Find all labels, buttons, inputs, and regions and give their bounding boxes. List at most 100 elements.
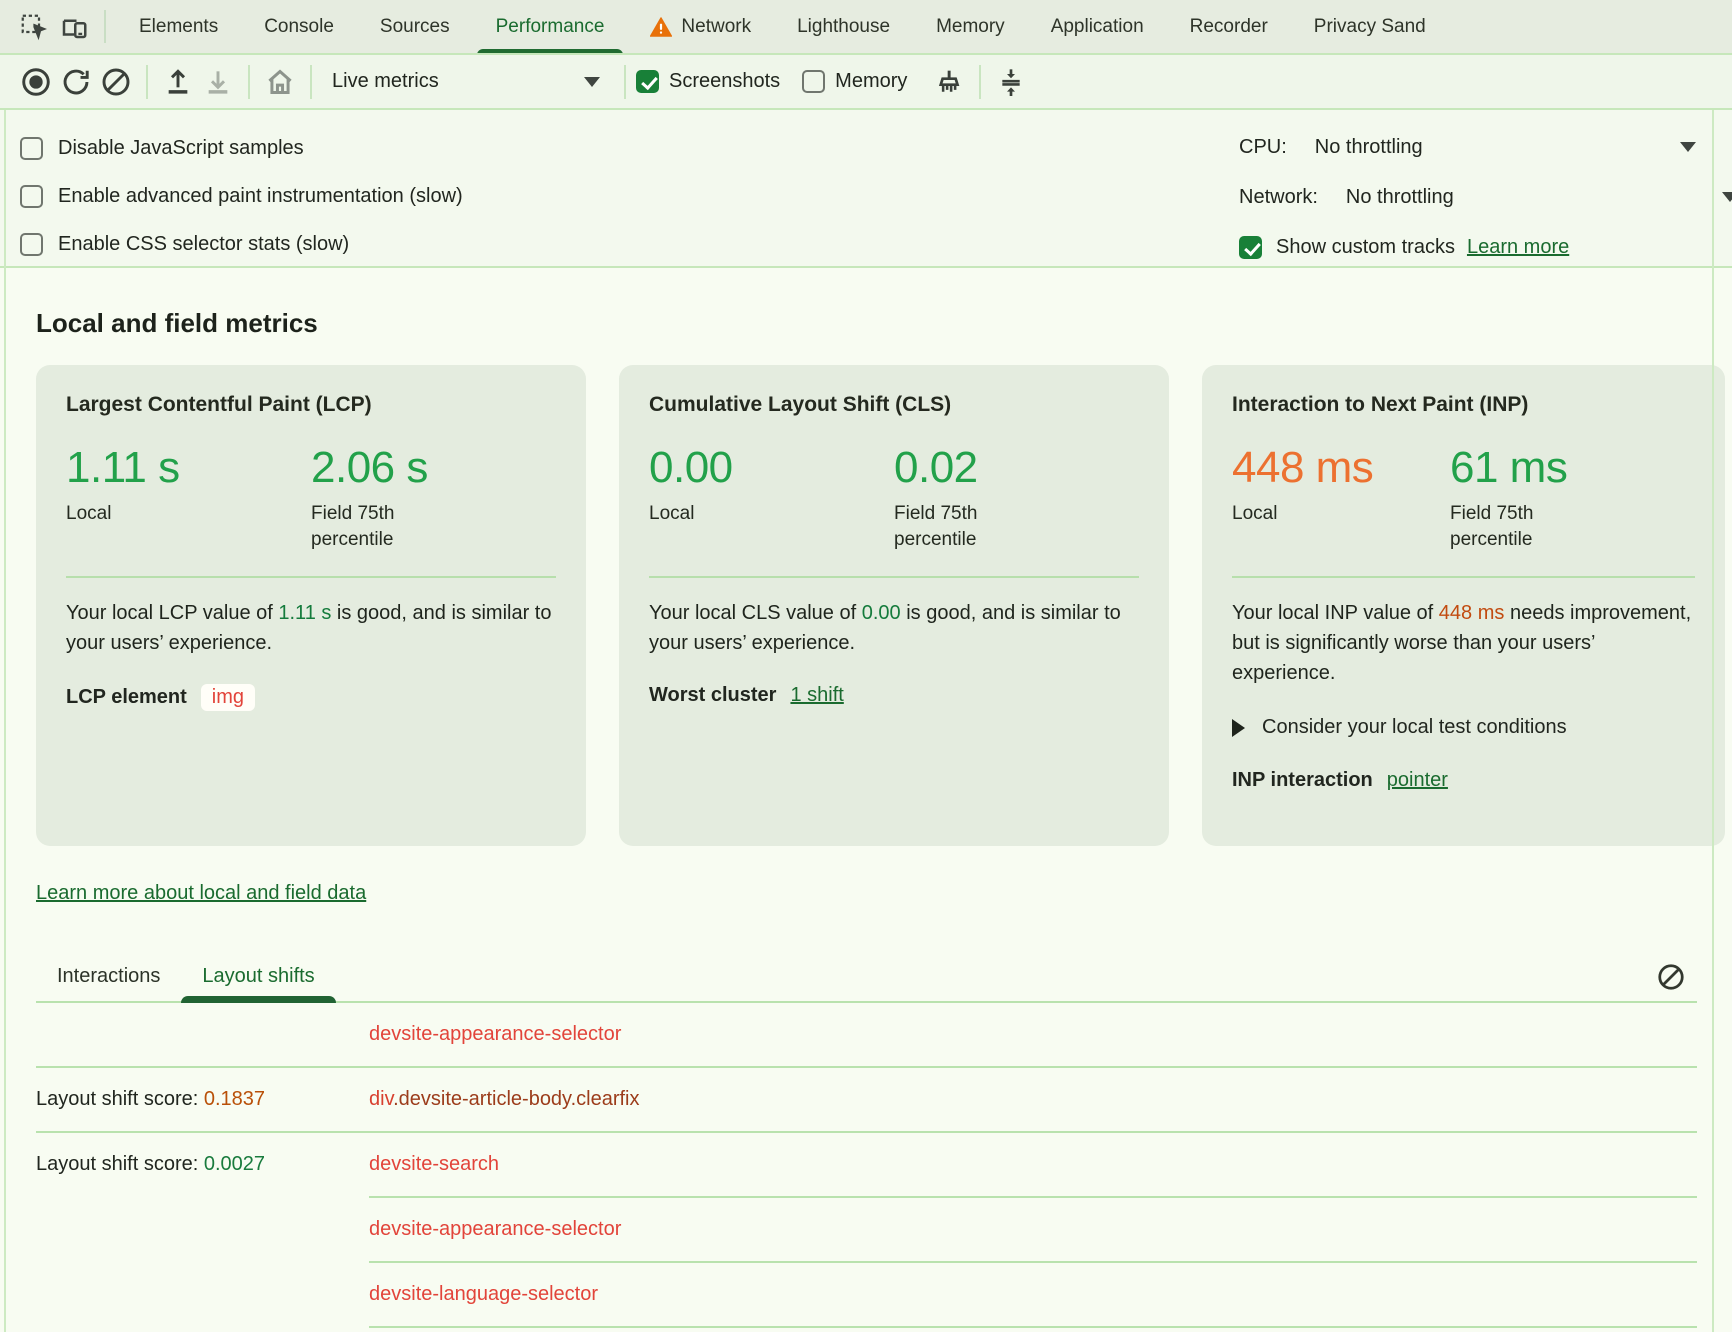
reload-icon <box>60 66 92 98</box>
inp-field-value: 61 ms <box>1450 443 1695 493</box>
card-divider <box>649 576 1139 578</box>
shift-element-link[interactable]: devsite-search <box>369 1153 1697 1176</box>
tab-label: Application <box>1051 16 1144 38</box>
cls-worst-cluster-label: Worst cluster <box>649 684 776 707</box>
screenshots-checkbox[interactable] <box>636 70 659 93</box>
cpu-throttling-select[interactable]: CPU: No throttling <box>1239 122 1732 172</box>
local-test-conditions-label: Consider your local test conditions <box>1262 716 1567 739</box>
tab-label: Memory <box>936 16 1005 38</box>
local-field-data-learn-more-link[interactable]: Learn more about local and field data <box>36 882 366 905</box>
network-throttling-select[interactable]: Network: No throttling <box>1239 172 1732 222</box>
lcp-local-value: 1.11 s <box>66 443 311 493</box>
reload-and-record-button[interactable] <box>56 62 96 102</box>
brush-icon <box>933 66 965 98</box>
layout-shift-row: devsite-appearance-selector <box>36 1198 1697 1261</box>
inspect-element-button[interactable] <box>14 0 54 53</box>
cls-field-label: Field 75th percentile <box>894 501 1034 552</box>
inspect-icon <box>19 12 49 42</box>
clear-log-button[interactable] <box>1651 957 1691 997</box>
screenshots-label: Screenshots <box>669 70 780 93</box>
tab-label: Console <box>264 16 334 38</box>
tab-privacy-sandbox[interactable]: Privacy Sand <box>1291 0 1449 53</box>
lcp-values: 1.11 s Local 2.06 s Field 75th percentil… <box>66 443 556 552</box>
shift-element-link[interactable]: devsite-appearance-selector <box>369 1023 1697 1046</box>
chevron-down-icon <box>1680 142 1696 152</box>
panel-view-dropdown[interactable]: Live metrics <box>322 62 614 102</box>
shift-element-link[interactable]: devsite-appearance-selector <box>369 1218 1697 1241</box>
device-toolbar-button[interactable] <box>54 0 94 53</box>
lcp-local-label: Local <box>66 501 206 527</box>
home-button[interactable] <box>260 62 300 102</box>
inp-description: Your local INP value of 448 ms needs imp… <box>1232 598 1695 688</box>
cls-card-title: Cumulative Layout Shift (CLS) <box>649 393 1139 417</box>
clear-button[interactable] <box>96 62 136 102</box>
inp-local-label: Local <box>1232 501 1372 527</box>
memory-checkbox[interactable] <box>802 70 825 93</box>
tab-elements[interactable]: Elements <box>116 0 241 53</box>
lcp-element-chip[interactable]: img <box>201 684 255 711</box>
toolbar-divider <box>979 65 981 99</box>
inp-pointer-link[interactable]: pointer <box>1387 769 1448 792</box>
devtools-window: Elements Console Sources Performance Net… <box>0 0 1732 1332</box>
tab-sources[interactable]: Sources <box>357 0 473 53</box>
tab-layout-shifts[interactable]: Layout shifts <box>181 951 335 1001</box>
shift-element-link[interactable]: devsite-language-selector <box>369 1283 1697 1306</box>
cls-shift-link[interactable]: 1 shift <box>790 684 843 707</box>
expand-triangle-icon <box>1232 719 1245 737</box>
custom-tracks-learn-more-link[interactable]: Learn more <box>1467 236 1569 259</box>
toolbar-divider <box>310 65 312 99</box>
panel-view-value: Live metrics <box>332 70 439 93</box>
live-metrics-view: Local and field metrics Largest Contentf… <box>0 308 1732 1332</box>
section-heading: Local and field metrics <box>36 308 1697 339</box>
collapse-button[interactable] <box>991 62 1031 102</box>
capture-settings: Disable JavaScript samples Enable advanc… <box>0 110 1732 268</box>
cls-field-value: 0.02 <box>894 443 1139 493</box>
metric-cards: Largest Contentful Paint (LCP) 1.11 s Lo… <box>36 365 1697 846</box>
shift-element-link[interactable]: div.devsite-article-body.clearfix <box>369 1088 1697 1111</box>
pane-right-border <box>1712 110 1714 1332</box>
layout-shift-row: devsite-language-selector <box>36 1263 1697 1326</box>
inp-interaction-row: INP interaction pointer <box>1232 769 1695 792</box>
card-divider <box>66 576 556 578</box>
tab-interactions[interactable]: Interactions <box>36 951 181 1001</box>
tab-label: Lighthouse <box>797 16 890 38</box>
tab-lighthouse[interactable]: Lighthouse <box>774 0 913 53</box>
download-profile-button[interactable] <box>198 62 238 102</box>
lcp-inline-value: 1.11 s <box>278 602 331 624</box>
active-tab-indicator <box>181 996 335 1003</box>
cls-local-value: 0.00 <box>649 443 894 493</box>
cls-inline-value: 0.00 <box>862 602 901 624</box>
css-selector-stats-checkbox[interactable] <box>20 233 43 256</box>
local-test-conditions-expander[interactable]: Consider your local test conditions <box>1232 716 1695 739</box>
card-divider <box>1232 576 1695 578</box>
tab-network[interactable]: Network <box>627 0 774 53</box>
tab-label: Elements <box>139 16 218 38</box>
css-selector-stats-label: Enable CSS selector stats (slow) <box>58 233 349 256</box>
tab-performance[interactable]: Performance <box>473 0 628 53</box>
tab-recorder[interactable]: Recorder <box>1167 0 1291 53</box>
tab-application[interactable]: Application <box>1028 0 1167 53</box>
upload-icon <box>162 66 194 98</box>
show-custom-tracks-checkbox[interactable] <box>1239 236 1262 259</box>
shift-score: Layout shift score: 0.0027 <box>36 1153 369 1176</box>
performance-toolbar: Live metrics Screenshots Memory <box>0 55 1732 110</box>
disable-js-samples-checkbox[interactable] <box>20 137 43 160</box>
network-value: No throttling <box>1346 186 1454 209</box>
toolbar-divider <box>248 65 250 99</box>
record-button[interactable] <box>16 62 56 102</box>
gc-button[interactable] <box>929 62 969 102</box>
toolbar-divider <box>146 65 148 99</box>
advanced-paint-instrumentation-checkbox[interactable] <box>20 185 43 208</box>
tab-label: Performance <box>496 16 605 38</box>
tab-label: Sources <box>380 16 450 38</box>
lcp-card-title: Largest Contentful Paint (LCP) <box>66 393 556 417</box>
upload-profile-button[interactable] <box>158 62 198 102</box>
shift-score-value: 0.0027 <box>204 1153 265 1175</box>
custom-tracks-row: Show custom tracks Learn more <box>1239 222 1732 272</box>
cpu-value: No throttling <box>1315 136 1423 159</box>
layout-shift-row: Layout shift score: 0.0027 devsite-searc… <box>36 1133 1697 1196</box>
memory-label: Memory <box>835 70 907 93</box>
tab-memory[interactable]: Memory <box>913 0 1028 53</box>
tab-console[interactable]: Console <box>241 0 357 53</box>
lcp-description: Your local LCP value of 1.11 s is good, … <box>66 598 556 658</box>
